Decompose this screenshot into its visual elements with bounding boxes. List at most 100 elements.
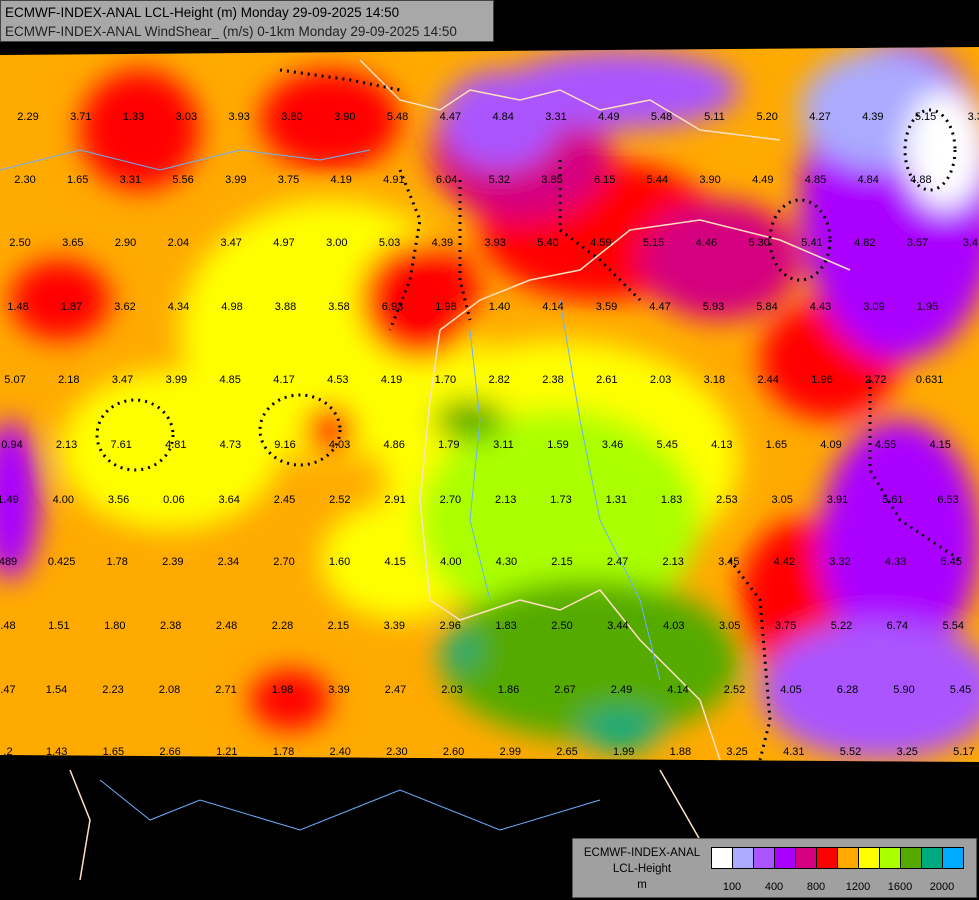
wind-shear-value: 4.49 xyxy=(598,111,620,123)
wind-shear-value: 6.93 xyxy=(381,301,404,313)
map-title: ECMWF-INDEX-ANAL LCL-Height (m) Monday 2… xyxy=(0,0,494,42)
wind-shear-value: 2.13 xyxy=(662,556,684,568)
legend-swatch xyxy=(817,848,838,868)
wind-shear-value: .48 xyxy=(0,620,16,632)
wind-shear-value: 3.93 xyxy=(228,111,250,123)
wind-shear-value: 4.34 xyxy=(167,301,190,313)
wind-shear-value: 4.84 xyxy=(857,174,879,186)
wind-shear-value: 4.05 xyxy=(780,684,802,696)
wind-shear-value: 4.39 xyxy=(431,237,454,249)
wind-shear-value: 5.45 xyxy=(656,439,678,451)
legend-tick-label: 800 xyxy=(806,881,826,893)
wind-shear-value: 4.31 xyxy=(783,746,805,758)
wind-shear-value: 2.91 xyxy=(384,494,406,506)
wind-shear-value: 4.19 xyxy=(330,174,352,186)
wind-shear-value: 2.61 xyxy=(596,374,618,386)
wind-shear-value: 5.54 xyxy=(942,620,965,632)
wind-shear-value: 3.62 xyxy=(114,301,136,313)
wind-shear-value: 2.99 xyxy=(499,746,522,758)
wind-shear-value: 2.70 xyxy=(273,556,295,568)
wind-shear-value: 1.65 xyxy=(102,746,125,758)
wind-shear-value: 9.16 xyxy=(274,439,296,451)
wind-shear-value: 2.90 xyxy=(114,237,137,249)
wind-shear-value: 1.87 xyxy=(60,301,83,313)
wind-shear-value: 3.11 xyxy=(493,439,514,451)
wind-shear-value: 2.34 xyxy=(217,556,240,568)
wind-shear-value: 3.75 xyxy=(277,174,300,186)
wind-shear-value: 3.46 xyxy=(601,439,624,451)
wind-shear-value: 2.96 xyxy=(439,620,461,632)
wind-shear-value: 5.11 xyxy=(704,111,725,123)
wind-shear-value: 6.74 xyxy=(886,620,909,632)
wind-shear-value: 4.27 xyxy=(809,111,831,123)
wind-shear-value: 4.19 xyxy=(380,374,403,386)
wind-shear-value: 2.38 xyxy=(159,620,182,632)
legend-swatch xyxy=(943,848,963,868)
wind-shear-value: 3.4 xyxy=(962,237,979,249)
wind-shear-value: 2.39 xyxy=(162,556,184,568)
wind-shear-value: 2.66 xyxy=(159,746,181,758)
wind-shear-value: 4.15 xyxy=(929,439,951,451)
wind-shear-value: 2.47 xyxy=(606,556,629,568)
wind-shear-value: 5.52 xyxy=(839,746,862,758)
wind-shear-value: 3.05 xyxy=(771,494,793,506)
wind-shear-value: 6.15 xyxy=(593,174,616,186)
wind-shear-value: 3.56 xyxy=(107,494,130,506)
wind-shear-value: 5.48 xyxy=(650,111,673,123)
legend-swatch xyxy=(838,848,859,868)
wind-shear-value: 1.33 xyxy=(122,111,145,123)
wind-shear-value: 3.75 xyxy=(774,620,797,632)
legend-tick-label: 2000 xyxy=(929,881,955,893)
wind-shear-value: 2.70 xyxy=(439,494,462,506)
legend-tick-label: 400 xyxy=(764,881,784,893)
wind-shear-value: 1.80 xyxy=(104,620,126,632)
wind-shear-value: 2.03 xyxy=(649,374,672,386)
wind-shear-value: 4.33 xyxy=(884,556,907,568)
wind-shear-value: .2 xyxy=(3,746,13,758)
wind-shear-value: 3.85 xyxy=(541,174,563,186)
wind-shear-value: 5.90 xyxy=(893,684,915,696)
wind-shear-value: 5.45 xyxy=(940,556,962,568)
wind-shear-value: 1.65 xyxy=(765,439,788,451)
legend-swatch xyxy=(775,848,796,868)
wind-shear-value: 5.32 xyxy=(488,174,511,186)
wind-shear-value: 4.73 xyxy=(219,439,242,451)
wind-shear-value: 5.15 xyxy=(642,237,665,249)
wind-shear-value: 4.42 xyxy=(773,556,796,568)
wind-shear-value: 2.52 xyxy=(329,494,351,506)
wind-shear-value: 4.15 xyxy=(384,556,406,568)
wind-shear-value: 3.25 xyxy=(896,746,918,758)
wind-shear-value: 4.39 xyxy=(862,111,884,123)
legend-swatch xyxy=(922,848,943,868)
wind-shear-value: 3.03 xyxy=(175,111,198,123)
legend-swatch xyxy=(796,848,817,868)
wind-shear-value: 0.06 xyxy=(163,494,185,506)
wind-shear-value: 3.45 xyxy=(718,556,740,568)
wind-shear-value: 1.98 xyxy=(271,684,294,696)
wind-shear-value: 2.53 xyxy=(716,494,738,506)
wind-shear-value: 3.32 xyxy=(829,556,851,568)
wind-shear-value: 5.45 xyxy=(949,684,972,696)
color-legend: ECMWF-INDEX-ANAL LCL-Height m 100 400 800 1… xyxy=(572,838,977,898)
wind-shear-value: 4.55 xyxy=(874,439,897,451)
wind-shear-value: 5.15 xyxy=(914,111,937,123)
wind-shear-value: 3.71 xyxy=(70,111,92,123)
wind-shear-value: 4.59 xyxy=(590,237,612,249)
lcl-field xyxy=(0,47,979,762)
wind-shear-value: 2.13 xyxy=(55,439,78,451)
wind-shear-value: 3.39 xyxy=(328,684,350,696)
wind-shear-value: 4.85 xyxy=(804,174,827,186)
wind-shear-value: 1.98 xyxy=(435,301,457,313)
wind-shear-value: 3.58 xyxy=(328,301,350,313)
wind-shear-value: 2.52 xyxy=(723,684,746,696)
wind-shear-value: 2.29 xyxy=(17,111,39,123)
wind-shear-value: 2.72 xyxy=(865,374,887,386)
wind-shear-value: 5.03 xyxy=(378,237,401,249)
wind-shear-value: 1.78 xyxy=(106,556,128,568)
legend-unit: m xyxy=(637,879,647,891)
wind-shear-value: 3.99 xyxy=(165,374,188,386)
wind-shear-value: 4.14 xyxy=(667,684,689,696)
wind-shear-value: 3.93 xyxy=(484,237,506,249)
wind-shear-value: 4.47 xyxy=(649,301,671,313)
wind-shear-value: 5.44 xyxy=(646,174,669,186)
